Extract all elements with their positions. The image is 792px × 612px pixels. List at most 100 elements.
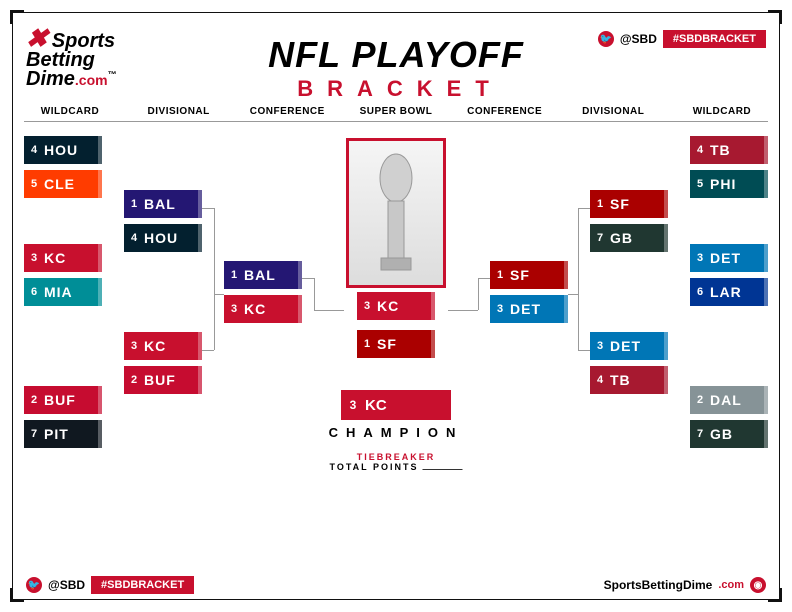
- team-abbr: KC: [44, 250, 102, 266]
- team-abbr: BAL: [244, 267, 302, 283]
- seed: 4: [590, 374, 610, 386]
- trophy-image: [346, 138, 446, 288]
- team-slot: 4TB: [690, 136, 768, 164]
- team-slot: 4HOU: [124, 224, 202, 252]
- seed: 1: [357, 338, 377, 350]
- team-slot: 7PIT: [24, 420, 102, 448]
- seed: 7: [24, 428, 44, 440]
- team-abbr: DAL: [710, 392, 768, 408]
- seed: 2: [690, 394, 710, 406]
- team-slot: 2BUF: [124, 366, 202, 394]
- round-label: SUPER BOWL: [350, 106, 442, 117]
- hashtag-badge: #SBDBRACKET: [91, 576, 194, 594]
- team-slot: 3DET: [590, 332, 668, 360]
- team-slot: 2DAL: [690, 386, 768, 414]
- team-abbr: GB: [610, 230, 668, 246]
- seed: 6: [24, 286, 44, 298]
- brand-logo: ✖Sports Betting Dime.com™: [26, 26, 117, 89]
- seed: 6: [690, 286, 710, 298]
- team-slot: 1SF: [357, 330, 435, 358]
- team-abbr: GB: [710, 426, 768, 442]
- team-abbr: BAL: [144, 196, 202, 212]
- seed: 3: [124, 340, 144, 352]
- footer-brand: SportsBettingDime: [604, 578, 713, 592]
- seed: 5: [690, 178, 710, 190]
- team-abbr: SF: [377, 336, 435, 352]
- team-abbr: KC: [244, 301, 302, 317]
- team-slot: 6MIA: [24, 278, 102, 306]
- seed: 2: [24, 394, 44, 406]
- seed: 4: [124, 232, 144, 244]
- team-slot: 3DET: [690, 244, 768, 272]
- globe-icon: ◉: [750, 577, 766, 593]
- seed: 1: [224, 269, 244, 281]
- round-label: WILDCARD: [676, 106, 768, 117]
- seed: 5: [24, 178, 44, 190]
- seed: 1: [124, 198, 144, 210]
- team-slot: 3KC: [224, 295, 302, 323]
- seed: 3: [24, 252, 44, 264]
- team-slot: 6LAR: [690, 278, 768, 306]
- seed: 7: [590, 232, 610, 244]
- page-title: NFL PLAYOFF BRACKET: [268, 34, 524, 102]
- seed: 1: [590, 198, 610, 210]
- twitter-handle: @SBD: [620, 32, 657, 46]
- seed: 3: [357, 300, 377, 312]
- twitter-icon: 🐦: [26, 577, 42, 593]
- team-abbr: PIT: [44, 426, 102, 442]
- twitter-handle: @SBD: [48, 578, 85, 592]
- team-slot: 3KC: [124, 332, 202, 360]
- seed: 3: [341, 398, 365, 412]
- team-abbr: HOU: [144, 230, 202, 246]
- round-label: DIVISIONAL: [133, 106, 225, 117]
- team-abbr: SF: [610, 196, 668, 212]
- round-label: WILDCARD: [24, 106, 116, 117]
- seed: 2: [124, 374, 144, 386]
- team-abbr: CLE: [44, 176, 102, 192]
- team-slot: 4TB: [590, 366, 668, 394]
- team-abbr: PHI: [710, 176, 768, 192]
- seed: 3: [590, 340, 610, 352]
- team-abbr: DET: [510, 301, 568, 317]
- seed: 1: [490, 269, 510, 281]
- team-abbr: BUF: [44, 392, 102, 408]
- team-slot: 4HOU: [24, 136, 102, 164]
- tiebreaker: TIEBREAKERTOTAL POINTS: [329, 452, 462, 472]
- bracket: 4HOU5CLE3KC6MIA2BUF7PIT1BAL4HOU3KC2BUF1B…: [24, 128, 768, 552]
- seed: 4: [24, 144, 44, 156]
- team-slot: 1SF: [590, 190, 668, 218]
- seed: 7: [690, 428, 710, 440]
- team-slot: 7GB: [590, 224, 668, 252]
- team-abbr: KC: [377, 298, 435, 314]
- header-social: 🐦 @SBD #SBDBRACKET: [598, 30, 766, 48]
- team-abbr: TB: [610, 372, 668, 388]
- header: ✖Sports Betting Dime.com™ NFL PLAYOFF BR…: [0, 18, 792, 108]
- team-slot: 3KC: [357, 292, 435, 320]
- seed: 3: [224, 303, 244, 315]
- team-abbr: KC: [144, 338, 202, 354]
- team-abbr: MIA: [44, 284, 102, 300]
- team-slot: 1SF: [490, 261, 568, 289]
- team-slot: 3KC: [24, 244, 102, 272]
- team-slot: 3DET: [490, 295, 568, 323]
- team-abbr: TB: [710, 142, 768, 158]
- round-label: CONFERENCE: [241, 106, 333, 117]
- seed: 3: [690, 252, 710, 264]
- footer: 🐦 @SBD #SBDBRACKET SportsBettingDime.com…: [26, 576, 766, 594]
- round-label: DIVISIONAL: [567, 106, 659, 117]
- team-slot: 7GB: [690, 420, 768, 448]
- hashtag-badge: #SBDBRACKET: [663, 30, 766, 48]
- team-slot: 1BAL: [224, 261, 302, 289]
- twitter-icon: 🐦: [598, 31, 614, 47]
- round-labels: WILDCARD DIVISIONAL CONFERENCE SUPER BOWL CO…: [24, 106, 768, 122]
- team-abbr: DET: [710, 250, 768, 266]
- team-slot: 1BAL: [124, 190, 202, 218]
- team-abbr: BUF: [144, 372, 202, 388]
- team-abbr: SF: [510, 267, 568, 283]
- team-abbr: DET: [610, 338, 668, 354]
- team-abbr: KC: [365, 397, 387, 414]
- team-abbr: LAR: [710, 284, 768, 300]
- team-slot: 3KC: [341, 390, 451, 420]
- team-slot: 5CLE: [24, 170, 102, 198]
- round-label: CONFERENCE: [459, 106, 551, 117]
